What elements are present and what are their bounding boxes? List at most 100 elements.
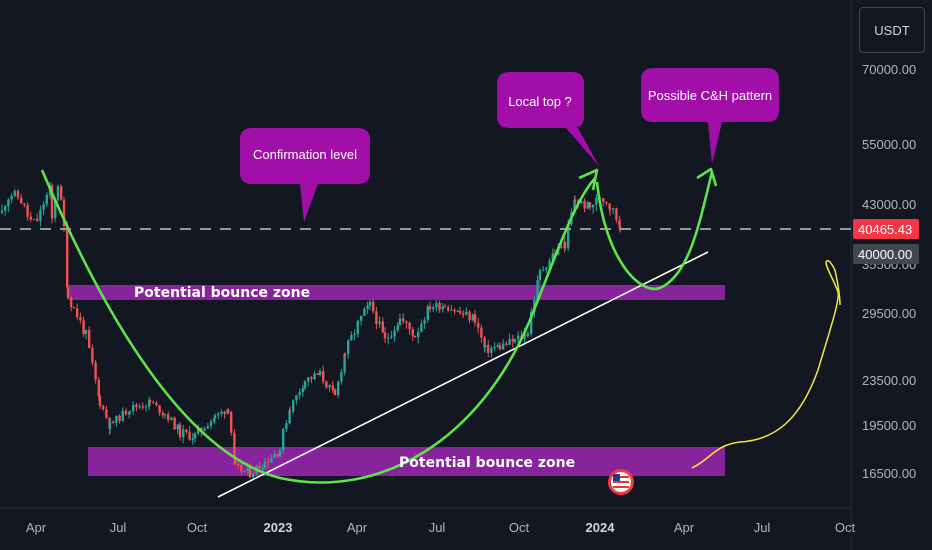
candle-body xyxy=(343,353,346,373)
ascending-trend-line[interactable] xyxy=(217,251,709,498)
candle-body xyxy=(615,208,618,220)
candle-body xyxy=(246,467,249,471)
candle-body xyxy=(173,417,176,430)
candle-body xyxy=(167,414,170,420)
candle-body xyxy=(170,417,173,420)
candle-body xyxy=(322,370,325,382)
handle-curve[interactable] xyxy=(595,171,714,291)
candle-body xyxy=(36,219,39,222)
candle-body xyxy=(278,450,282,456)
candle-body xyxy=(161,412,164,415)
time-tick-label: Jul xyxy=(429,520,446,535)
upper-bounce-zone[interactable] xyxy=(69,285,725,300)
callout-local-top[interactable]: Local top ? xyxy=(497,72,599,166)
price-tick-label: 70000.00 xyxy=(862,62,916,77)
candle-body xyxy=(82,320,85,335)
handle-curve-arrowhead xyxy=(696,167,718,187)
candle-body xyxy=(456,310,459,312)
price-tick-label: 43000.00 xyxy=(862,197,916,212)
currency-selector-button[interactable]: USDT xyxy=(859,7,925,53)
candle-body xyxy=(462,312,465,315)
candle-body xyxy=(411,329,414,336)
candle-body xyxy=(588,202,592,208)
projection-scribble[interactable] xyxy=(691,259,841,469)
candle-body xyxy=(303,381,307,389)
candle-body xyxy=(333,389,337,396)
candle-body xyxy=(530,311,533,334)
candle-body xyxy=(313,373,316,380)
candle-body xyxy=(372,301,375,312)
candle-body xyxy=(200,427,203,432)
callout-ch-pattern[interactable]: Possible C&H pattern xyxy=(641,68,779,164)
candle-body xyxy=(91,347,94,363)
candle-body xyxy=(318,370,322,375)
candle-body xyxy=(213,415,217,419)
candle-body xyxy=(66,287,70,298)
candle-body xyxy=(563,241,567,249)
candle-body xyxy=(453,309,456,312)
candle-body xyxy=(612,208,615,210)
candle-body xyxy=(258,465,261,469)
candle-body xyxy=(450,309,453,311)
candle-body xyxy=(158,405,161,413)
candle-body xyxy=(496,345,499,347)
candle-body xyxy=(381,321,384,333)
candle-body xyxy=(295,394,298,401)
candle-body xyxy=(605,201,608,204)
candle-body xyxy=(60,186,63,200)
candle-body xyxy=(523,333,526,339)
candle-body xyxy=(197,427,200,434)
candle-body xyxy=(102,406,105,410)
candle-body xyxy=(128,410,132,413)
candle-body xyxy=(350,335,353,341)
candle-body xyxy=(325,381,328,388)
candle-body xyxy=(252,473,255,478)
candle-body xyxy=(413,335,417,338)
candle-body xyxy=(502,343,505,350)
candle-body xyxy=(580,200,583,203)
candle-body xyxy=(420,323,423,332)
candle-body xyxy=(301,388,304,393)
candle-body xyxy=(583,200,586,209)
price-tags: 40465.43 40000.00 xyxy=(853,219,919,264)
candle-body xyxy=(483,345,487,348)
candle-body xyxy=(285,423,288,430)
candle-body xyxy=(94,362,97,380)
candle-body xyxy=(121,410,124,421)
candle-body xyxy=(70,297,73,308)
candle-body xyxy=(188,431,191,440)
candle-body xyxy=(468,311,471,321)
candle-body xyxy=(32,219,36,221)
candle-body xyxy=(493,346,496,348)
price-tick-label: 16500.00 xyxy=(862,466,916,481)
candle-body xyxy=(248,467,252,478)
price-tag-value: 40465.43 xyxy=(858,222,912,237)
candle-body xyxy=(203,428,206,432)
candle-body xyxy=(226,409,230,412)
callout-local-top-text: Local top ? xyxy=(508,94,572,109)
price-tag-value: 40000.00 xyxy=(858,247,912,262)
candle-body xyxy=(536,279,539,300)
us-flag-event-icon[interactable] xyxy=(608,469,634,495)
candle-body xyxy=(54,199,57,219)
candle-body xyxy=(548,260,551,268)
candle-body xyxy=(182,429,185,438)
price-tick-label: 19500.00 xyxy=(862,418,916,433)
candle-body xyxy=(240,464,243,472)
time-tick-label: 2024 xyxy=(586,520,616,535)
callout-confirmation-level[interactable]: Confirmation level xyxy=(240,128,370,222)
candle-body xyxy=(356,321,359,334)
candle-body xyxy=(366,305,369,310)
candle-body xyxy=(267,461,270,463)
cup-curve[interactable] xyxy=(40,169,597,484)
candle-body xyxy=(538,270,542,280)
candle-body xyxy=(178,424,182,438)
candle-body xyxy=(387,337,390,339)
candle-body xyxy=(526,333,530,336)
candle-body xyxy=(356,320,360,322)
candle-body xyxy=(112,421,115,423)
candle-body xyxy=(595,197,598,205)
candle-body xyxy=(426,306,429,320)
candle-body xyxy=(45,194,48,205)
